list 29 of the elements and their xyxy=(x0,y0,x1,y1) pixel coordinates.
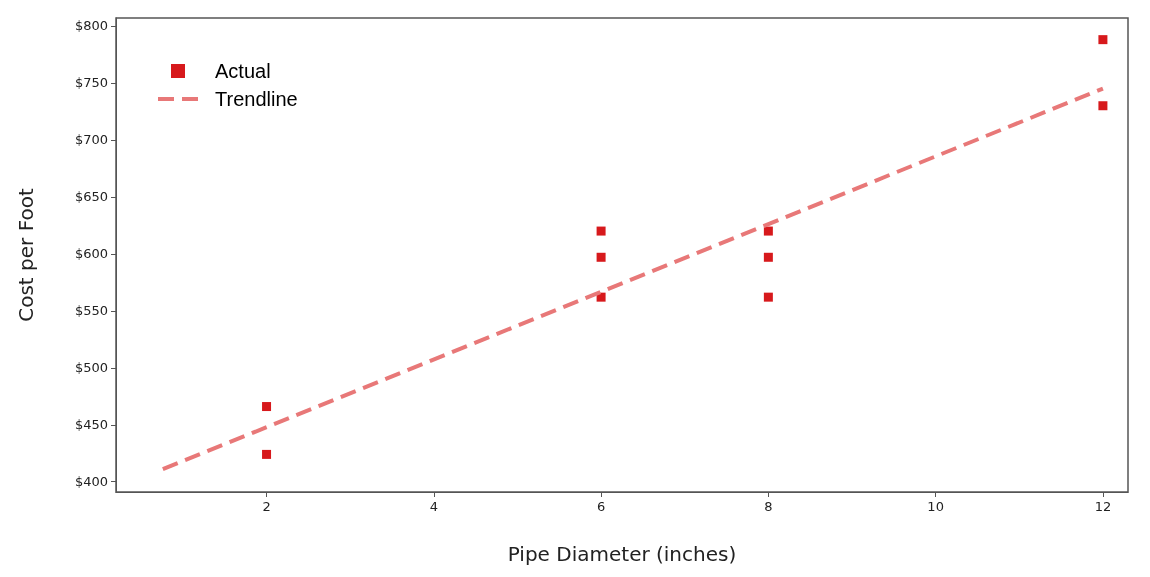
y-tick-label: $700 xyxy=(74,132,108,148)
y-tick-label: $450 xyxy=(74,417,108,433)
x-tick-label: 6 xyxy=(596,499,606,514)
point xyxy=(262,449,272,459)
legend-label: Trendline xyxy=(215,88,298,110)
y-tick-label: $500 xyxy=(74,360,108,376)
legend-label: Actual xyxy=(215,60,271,82)
point xyxy=(763,292,773,302)
point xyxy=(763,252,773,262)
point xyxy=(596,252,606,262)
point xyxy=(763,226,773,236)
x-tick-label: 10 xyxy=(927,499,944,514)
x-tick-label: 4 xyxy=(429,499,438,514)
y-tick-label: $800 xyxy=(74,18,108,34)
y-axis-title: Cost per Foot xyxy=(14,188,38,322)
point xyxy=(1098,35,1108,45)
point xyxy=(262,402,272,412)
point xyxy=(596,226,606,236)
x-axis-title: Pipe Diameter (inches) xyxy=(507,542,737,566)
y-tick-label: $750 xyxy=(74,75,108,91)
x-tick-label: 2 xyxy=(262,499,271,514)
point xyxy=(596,292,606,302)
y-tick-label: $600 xyxy=(74,246,108,262)
point xyxy=(1098,101,1108,111)
x-tick-label: 8 xyxy=(764,499,773,514)
y-tick-label: $550 xyxy=(74,303,108,319)
y-tick-label: $400 xyxy=(74,474,108,490)
y-tick-label: $650 xyxy=(74,189,108,205)
x-tick-label: 12 xyxy=(1094,499,1112,514)
